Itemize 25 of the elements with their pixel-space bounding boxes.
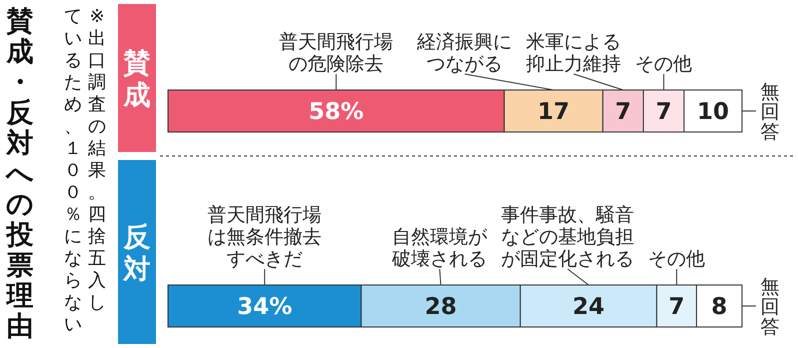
data-label: 17 (538, 99, 570, 125)
series-label: 米軍による抑止力維持 (526, 31, 622, 75)
series-label: その他 (635, 53, 692, 75)
data-label: 28 (424, 294, 457, 320)
series-label: その他 (648, 248, 706, 270)
text: ているため、１００％にならない (64, 6, 82, 335)
series-label: 自然環境が破壊される (391, 226, 488, 270)
data-label: 24 (572, 294, 605, 320)
data-label: 8 (711, 294, 728, 320)
data-label: 10 (697, 99, 730, 125)
series-label: 経済振興につながる (416, 31, 512, 75)
data-label: 58% (308, 99, 364, 125)
category-label: 賛成 (124, 48, 150, 111)
chart-title: ・反対への投票理由 (6, 67, 34, 342)
y-tick-label: 反対 (122, 222, 150, 285)
series-label: 普天間飛行場は無条件撤去すべきだ (208, 204, 322, 270)
text: ※出口調査の結果。四捨五入し (88, 6, 106, 313)
series-label: 事件事故、騒音などの基地負担が固定化される (501, 204, 634, 270)
data-label: 34% (237, 294, 292, 320)
series-label: 無回答 (760, 276, 780, 338)
series-label: 普天間飛行場の危険除去 (279, 31, 394, 75)
series-label: 無回答 (760, 81, 780, 143)
data-label: 7 (656, 99, 672, 125)
data-label: 7 (668, 294, 685, 320)
data-label: 7 (615, 99, 632, 125)
